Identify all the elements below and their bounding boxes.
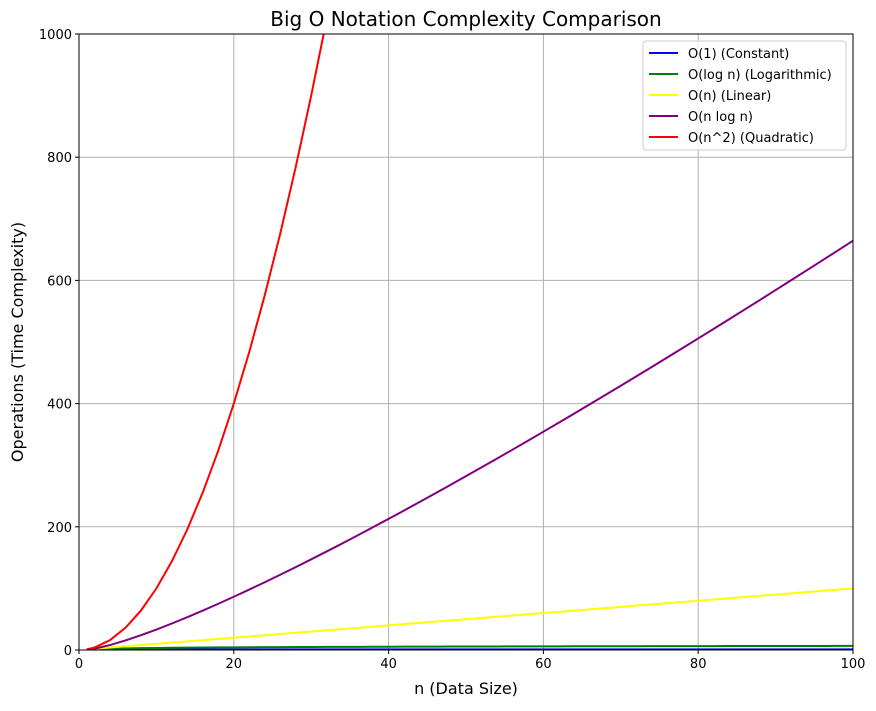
legend: O(1) (Constant) O(log n) (Logarithmic) O(n… (642, 40, 847, 151)
y-tick-label: 200 (47, 521, 72, 536)
y-axis-label: Operations (Time Complexity) (8, 222, 27, 462)
x-axis-label: n (Data Size) (414, 679, 518, 698)
series-line-4 (86, 34, 325, 650)
series-line-1 (86, 644, 853, 650)
legend-label: O(n log n) (688, 110, 753, 125)
x-tick-label: 80 (690, 657, 707, 672)
y-tick-label: 600 (47, 274, 72, 289)
y-tick-label: 400 (47, 398, 72, 413)
series-line-3 (86, 239, 853, 650)
x-tick-label: 40 (380, 657, 397, 672)
x-tick-label: 20 (226, 657, 243, 672)
plot-frame (78, 33, 854, 651)
legend-box (642, 40, 847, 151)
x-tick-label: 0 (75, 657, 83, 672)
x-tick-label: 100 (841, 657, 866, 672)
x-tick-label: 60 (535, 657, 552, 672)
legend-label: O(1) (Constant) (688, 47, 789, 62)
y-tick-label: 1000 (39, 28, 72, 43)
series-lines (86, 34, 853, 650)
legend-label: O(log n) (Logarithmic) (688, 68, 832, 83)
y-tick-label: 0 (64, 644, 72, 659)
y-tick-label: 800 (47, 151, 72, 166)
legend-label: O(n^2) (Quadratic) (688, 131, 814, 146)
series-line-2 (86, 587, 853, 650)
legend-label: O(n) (Linear) (688, 89, 771, 104)
chart-title: Big O Notation Complexity Comparison (270, 7, 661, 31)
